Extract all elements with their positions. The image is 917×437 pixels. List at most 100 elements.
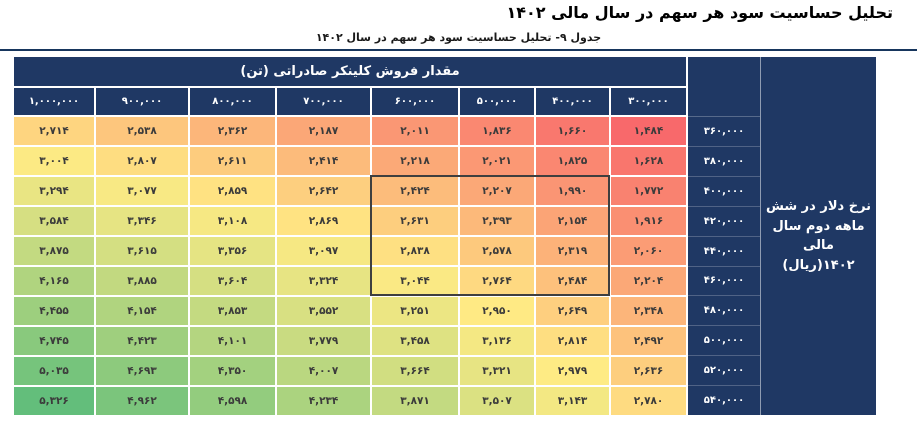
- heatmap-cell: ۴,۷۴۵: [14, 327, 94, 355]
- heatmap-cell: ۴,۳۵۰: [190, 357, 275, 385]
- row-header-cell: ۴۶۰,۰۰۰: [688, 267, 760, 297]
- column-header-cell: ۶۰۰,۰۰۰: [372, 88, 458, 115]
- heatmap-cell: ۳,۷۷۹: [277, 327, 370, 355]
- heatmap-cell: ۲,۶۳۶: [611, 357, 686, 385]
- heatmap-cell: ۲,۲۰۴: [611, 267, 686, 295]
- heatmap-cell: ۴,۱۰۱: [190, 327, 275, 355]
- heatmap-cell: ۱,۹۹۰: [536, 177, 609, 205]
- row-header-cell: ۴۸۰,۰۰۰: [688, 296, 760, 327]
- heatmap-cell: ۳,۰۷۷: [96, 177, 188, 205]
- heatmap-cell: ۱,۸۲۵: [536, 147, 609, 175]
- row-header-cell: ۴۴۰,۰۰۰: [688, 237, 760, 267]
- heatmap-cell: ۲,۳۱۹: [536, 237, 609, 265]
- heatmap-cell: ۲,۳۴۸: [611, 297, 686, 325]
- heatmap-cell: ۲,۳۹۳: [460, 207, 534, 235]
- heatmap-cell: ۳,۵۵۲: [277, 297, 370, 325]
- heatmap-cell: ۲,۶۴۹: [536, 297, 609, 325]
- heatmap-cell: ۳,۲۵۱: [372, 297, 458, 325]
- heatmap-cell: ۳,۱۳۶: [460, 327, 534, 355]
- heatmap-cell: ۱,۶۶۰: [536, 117, 609, 145]
- heatmap-cell: ۲,۲۱۸: [372, 147, 458, 175]
- heatmap-cell: ۲,۷۶۴: [460, 267, 534, 295]
- dollar-rate-row-labels: ۳۶۰,۰۰۰ ۳۸۰,۰۰۰ ۴۰۰,۰۰۰ ۴۲۰,۰۰۰ ۴۴۰,۰۰۰ ۴۶۰,۰…: [688, 57, 760, 415]
- heatmap-cell: ۳,۳۲۴: [277, 267, 370, 295]
- heatmap-cell: ۳,۶۶۴: [372, 357, 458, 385]
- heatmap-cell: ۲,۳۶۲: [190, 117, 275, 145]
- heatmap-cell: ۴,۴۲۳: [96, 327, 188, 355]
- heatmap-cell: ۲,۴۱۴: [277, 147, 370, 175]
- heatmap-cell: ۳,۰۹۷: [277, 237, 370, 265]
- heatmap-cell: ۲,۴۲۴: [372, 177, 458, 205]
- heatmap-cell: ۵,۰۳۵: [14, 357, 94, 385]
- heatmap-cell: ۳,۰۰۴: [14, 147, 94, 175]
- page-title: تحلیل حساسیت سود هر سهم در سال مالی ۱۴۰۲: [506, 3, 893, 22]
- heatmap-cell: ۳,۰۴۴: [372, 267, 458, 295]
- column-header-cell: ۳۰۰,۰۰۰: [611, 88, 686, 115]
- heatmap-cell: ۱,۸۳۶: [460, 117, 534, 145]
- column-header-cell: ۵۰۰,۰۰۰: [460, 88, 534, 115]
- row-header-cell: ۴۰۰,۰۰۰: [688, 177, 760, 207]
- heatmap-cell: ۴,۲۳۴: [277, 387, 370, 415]
- heatmap-cell: ۳,۸۷۵: [14, 237, 94, 265]
- heatmap-cell: ۴,۹۶۲: [96, 387, 188, 415]
- dollar-rate-axis-label-line: ۱۴۰۲(ریال): [782, 257, 855, 273]
- heatmap-cell: ۲,۶۳۱: [372, 207, 458, 235]
- column-header-cell: ۴۰۰,۰۰۰: [536, 88, 609, 115]
- heatmap-cell: ۲,۲۰۷: [460, 177, 534, 205]
- heatmap-cell: ۱,۶۲۸: [611, 147, 686, 175]
- heatmap-cell: ۳,۸۷۱: [372, 387, 458, 415]
- heatmap-cell: ۲,۸۰۷: [96, 147, 188, 175]
- column-header-cell: ۷۰۰,۰۰۰: [277, 88, 370, 115]
- heatmap-cell: ۲,۸۶۹: [277, 207, 370, 235]
- corner-cell: [688, 57, 760, 117]
- heatmap-cell: ۲,۸۱۴: [536, 327, 609, 355]
- heatmap-cell: ۳,۳۲۱: [460, 357, 534, 385]
- column-header-cell: ۸۰۰,۰۰۰: [190, 88, 275, 115]
- heatmap-cell: ۳,۸۸۵: [96, 267, 188, 295]
- heatmap-cell: ۳,۵۰۷: [460, 387, 534, 415]
- heatmap-cell: ۱,۹۱۶: [611, 207, 686, 235]
- heatmap-cell: ۴,۱۶۵: [14, 267, 94, 295]
- heatmap-cell: ۲,۹۷۹: [536, 357, 609, 385]
- column-header-cell: ۱,۰۰۰,۰۰۰: [14, 88, 94, 115]
- column-header-cell: ۹۰۰,۰۰۰: [96, 88, 188, 115]
- heatmap-cell: ۳,۲۹۴: [14, 177, 94, 205]
- heatmap-cell: ۲,۸۳۸: [372, 237, 458, 265]
- heatmap-cell: ۲,۷۸۰: [611, 387, 686, 415]
- heatmap-cell: ۴,۴۵۵: [14, 297, 94, 325]
- heatmap-cell: ۲,۰۱۱: [372, 117, 458, 145]
- heatmap-cell: ۳,۶۰۴: [190, 267, 275, 295]
- row-header-cell: ۵۴۰,۰۰۰: [703, 395, 745, 407]
- heatmap-cell: ۳,۵۸۴: [14, 207, 94, 235]
- heatmap-cell: ۲,۴۸۴: [536, 267, 609, 295]
- heatmap-cell: ۳,۳۵۶: [190, 237, 275, 265]
- heatmap-cell: ۲,۰۲۱: [460, 147, 534, 175]
- heatmap-cell: ۱,۷۷۲: [611, 177, 686, 205]
- row-header-cell: ۴۲۰,۰۰۰: [688, 207, 760, 237]
- dollar-rate-axis-label: نرخ دلار در شش ماهه دوم سال مالی ۱۴۰۲(ریال…: [760, 57, 876, 415]
- heatmap-cell: ۲,۷۱۴: [14, 117, 94, 145]
- sensitivity-heatmap-table: مقدار فروش کلینکر صادراتی (تن) ۱,۰۰۰,۰۰۰…: [14, 57, 876, 415]
- row-header-cell: ۳۶۰,۰۰۰: [688, 117, 760, 147]
- heatmap-cell: ۱,۴۸۴: [611, 117, 686, 145]
- table-caption: جدول ۹- تحلیل حساسیت سود هر سهم در سال ۱…: [315, 31, 602, 44]
- heatmap-cell: ۲,۶۱۱: [190, 147, 275, 175]
- dollar-rate-axis-label-line: ماهه دوم سال مالی: [772, 218, 865, 254]
- clinker-sales-axis-header: مقدار فروش کلینکر صادراتی (تن): [14, 57, 686, 86]
- heatmap-cell: ۴,۵۹۸: [190, 387, 275, 415]
- heatmap-cell: ۲,۴۹۲: [611, 327, 686, 355]
- row-header-cell: ۵۰۰,۰۰۰: [688, 326, 760, 357]
- horizontal-rule: [0, 49, 917, 51]
- heatmap-cell: ۲,۹۵۰: [460, 297, 534, 325]
- heatmap-cell: ۴,۱۵۴: [96, 297, 188, 325]
- heatmap-cell: ۲,۰۶۰: [611, 237, 686, 265]
- heatmap-cells: ۲,۷۱۴ ۲,۵۳۸ ۲,۳۶۲ ۲,۱۸۷ ۲,۰۱۱ ۱,۸۳۶ ۱,۶۶۰ ۱,۴۸۴…: [14, 117, 686, 415]
- heatmap-cell: ۳,۴۵۸: [372, 327, 458, 355]
- heatmap-cell: ۴,۰۰۷: [277, 357, 370, 385]
- heatmap-cell: ۲,۸۵۹: [190, 177, 275, 205]
- heatmap-data-area: مقدار فروش کلینکر صادراتی (تن) ۱,۰۰۰,۰۰۰…: [14, 57, 686, 415]
- heatmap-cell: ۲,۵۷۸: [460, 237, 534, 265]
- heatmap-cell: ۳,۶۱۵: [96, 237, 188, 265]
- row-header-cell: ۵۲۰,۰۰۰: [688, 356, 760, 387]
- heatmap-cell: ۲,۱۸۷: [277, 117, 370, 145]
